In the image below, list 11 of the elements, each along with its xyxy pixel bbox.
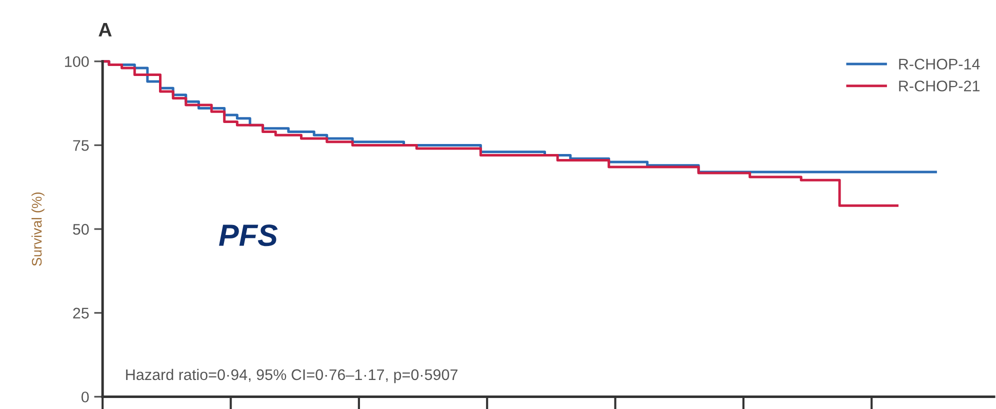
y-tick-label: 25: [73, 308, 89, 319]
legend-label: R-CHOP-14: [899, 58, 980, 70]
legend-label: R-CHOP-21: [899, 80, 980, 92]
annotation: Hazard ratio=0·94, 95% CI=0·76–1·17, p=0·5907: [126, 368, 458, 384]
y-axis-title: Survival (%): [32, 192, 44, 266]
y-tick-label: 50: [73, 224, 89, 235]
annotation: PFS: [219, 224, 278, 246]
y-tick-label: 75: [73, 140, 89, 151]
chart-title: A: [98, 22, 112, 36]
y-tick-label: 100: [65, 56, 89, 68]
y-tick-label: 0: [81, 392, 89, 402]
